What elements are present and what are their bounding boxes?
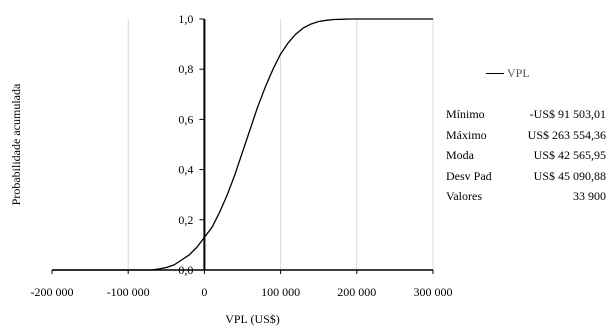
- legend-label-vpl: VPL: [507, 66, 530, 80]
- legend-line-swatch: [486, 73, 504, 74]
- stats-panel: Mínimo -US$ 91 503,01 Máximo US$ 263 554…: [446, 104, 606, 207]
- stat-row-valores: Valores 33 900: [446, 186, 606, 207]
- stat-row-maximo: Máximo US$ 263 554,36: [446, 125, 606, 146]
- tick-labels: 0,0 0,2 0,4 0,6 0,8 1,0 -200 000 -100 000 0 100 0…: [31, 12, 453, 299]
- stat-row-desv-pad: Desv Pad US$ 45 090,88: [446, 166, 606, 187]
- stat-label: Máximo: [446, 127, 487, 142]
- x-axis-title: VPL (US$): [225, 312, 280, 326]
- y-tick-label: 0,8: [178, 62, 193, 76]
- x-tick-label: 300 000: [414, 285, 453, 299]
- y-axis-title: Probabilidade acumulada: [9, 83, 23, 205]
- stat-value: -US$ 91 503,01: [529, 107, 606, 121]
- stat-label: Desv Pad: [446, 168, 492, 183]
- stat-row-moda: Moda US$ 42 565,95: [446, 145, 606, 166]
- x-tick-label: -200 000: [31, 285, 74, 299]
- y-tick-label: 0,2: [178, 213, 193, 227]
- x-tick-label: 100 000: [261, 285, 300, 299]
- legend: VPL: [486, 66, 530, 81]
- x-tick-label: -100 000: [107, 285, 150, 299]
- y-tick-label: 0,0: [178, 263, 193, 277]
- x-tick-label: 200 000: [337, 285, 376, 299]
- stat-label: Valores: [446, 189, 482, 203]
- stat-row-minimo: Mínimo -US$ 91 503,01: [446, 104, 606, 125]
- y-tick-label: 1,0: [178, 12, 193, 26]
- stat-label: Moda: [446, 148, 474, 162]
- x-tick-label: 0: [201, 285, 207, 299]
- stat-value: US$ 42 565,95: [533, 148, 606, 162]
- grid-lines: [127, 19, 434, 270]
- stat-value: US$ 263 554,36: [527, 127, 606, 142]
- axes: [51, 18, 434, 274]
- stat-label: Mínimo: [446, 107, 485, 121]
- stat-value: US$ 45 090,88: [533, 168, 606, 183]
- y-tick-label: 0,4: [178, 163, 193, 177]
- series-line-vpl: [52, 18, 433, 271]
- y-tick-label: 0,6: [178, 112, 193, 126]
- stat-value: 33 900: [573, 189, 606, 203]
- series-layer: [52, 18, 433, 271]
